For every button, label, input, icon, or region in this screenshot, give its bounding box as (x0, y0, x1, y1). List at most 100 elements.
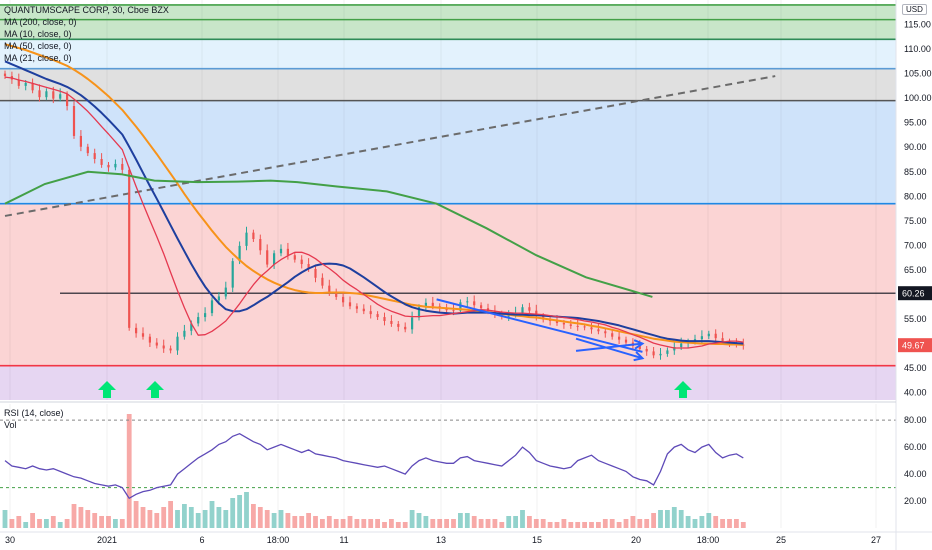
candle-body-90 (624, 339, 628, 343)
candle-body-25 (176, 336, 179, 351)
time-tick-7: 20 (631, 535, 641, 545)
buy-signal-0 (98, 381, 116, 398)
volume-bar-9 (64, 519, 70, 528)
volume-bar-64 (444, 519, 449, 528)
volume-bar-91 (630, 516, 636, 528)
volume-bar-83 (575, 522, 581, 528)
volume-bar-39 (271, 513, 277, 528)
volume-bar-51 (354, 519, 360, 528)
candle-body-7 (52, 91, 55, 99)
candle-body-97 (673, 346, 676, 351)
volume-bar-5 (37, 519, 42, 528)
candle-body-19 (135, 327, 138, 334)
candle-body-85 (590, 327, 593, 330)
candle-body-58 (404, 326, 407, 330)
candle-body-45 (314, 268, 317, 278)
price-tick-2: 105.00 (904, 69, 932, 79)
volume-bar-59 (409, 510, 415, 528)
candle-body-23 (162, 345, 165, 349)
volume-bar-31 (216, 507, 222, 528)
volume-bar-71 (492, 519, 498, 528)
volume-bar-61 (423, 516, 429, 528)
symbol-title[interactable]: QUANTUMSCAPE CORP, 30, Cboe BZX (4, 5, 169, 15)
volume-bar-11 (78, 507, 84, 528)
candle-body-96 (666, 350, 669, 354)
ma10-legend[interactable]: MA (10, close, 0) (4, 29, 72, 39)
volume-bar-2 (16, 516, 22, 528)
time-tick-1: 2021 (97, 535, 117, 545)
volume-bar-70 (485, 519, 491, 528)
volume-bar-76 (527, 516, 532, 528)
candle-body-84 (583, 326, 586, 328)
volume-bar-49 (340, 519, 346, 528)
candle-body-76 (528, 307, 531, 311)
candle-body-98 (680, 343, 683, 347)
candle-body-86 (597, 329, 600, 332)
volume-bar-84 (582, 522, 587, 528)
volume-bar-29 (202, 510, 208, 528)
horizontal-levels[interactable] (0, 4, 896, 367)
candle-body-0 (3, 73, 7, 77)
buy-signal-arrows (98, 381, 692, 398)
rsi-tick-3: 20.00 (904, 496, 927, 506)
dashed-trendline[interactable] (4, 75, 776, 217)
candle-body-48 (335, 291, 338, 297)
volume-bar-35 (244, 492, 249, 528)
ma21-legend[interactable]: MA (21, close, 0) (4, 53, 72, 63)
ma200-legend[interactable]: MA (200, close, 0) (4, 17, 77, 27)
volume-bar-63 (437, 519, 443, 528)
candle-body-9 (66, 94, 69, 107)
drawing-tools[interactable] (436, 298, 645, 362)
volume-bar-81 (561, 519, 567, 528)
volume-bar-65 (451, 519, 456, 528)
candle-body-24 (169, 348, 172, 351)
candle-body-32 (224, 287, 227, 297)
currency-button[interactable]: USD (902, 4, 927, 15)
rsi-tick-1: 60.00 (904, 442, 927, 452)
rsi-tick-0: 80.00 (904, 415, 927, 425)
candle-body-107 (742, 344, 745, 346)
volume-bar-69 (478, 519, 484, 528)
volume-bar-82 (568, 522, 574, 528)
candle-body-75 (521, 307, 524, 313)
candle-body-11 (79, 135, 82, 147)
volume-bar-42 (292, 516, 298, 528)
volume-bar-16 (113, 519, 118, 528)
volume-bar-55 (382, 522, 387, 528)
vol-legend-label[interactable]: Vol (4, 420, 17, 430)
rsi-legend-label[interactable]: RSI (14, close) (4, 408, 64, 418)
volume-bar-6 (44, 519, 49, 528)
volume-bar-1 (9, 519, 15, 528)
candle-body-59 (411, 317, 414, 330)
volume-bar-46 (320, 519, 325, 528)
ma50-legend[interactable]: MA (50, close, 0) (4, 41, 72, 51)
price-tick-8: 75.00 (904, 216, 927, 226)
candle-body-101 (700, 336, 703, 340)
price-tick-9: 70.00 (904, 240, 927, 250)
candle-body-33 (231, 261, 234, 288)
volume-bar-75 (520, 510, 525, 528)
volume-bar-100 (692, 519, 698, 528)
volume-bar-0 (2, 510, 8, 528)
candle-body-34 (238, 245, 241, 262)
volume-bar-41 (285, 513, 291, 528)
band-6 (0, 365, 896, 400)
volume-bar-104 (720, 519, 725, 528)
candle-body-41 (286, 248, 289, 256)
volume-bar-73 (506, 516, 512, 528)
candle-body-3 (24, 82, 27, 86)
volume-bar-90 (623, 519, 629, 528)
candle-body-43 (300, 259, 303, 265)
candle-body-5 (38, 90, 41, 98)
volume-bar-78 (540, 519, 546, 528)
candle-body-10 (72, 106, 76, 136)
volume-bar-30 (209, 501, 215, 528)
volume-bar-24 (168, 501, 173, 528)
candle-body-82 (569, 324, 572, 326)
band-0 (0, 4, 896, 20)
candle-body-50 (348, 302, 352, 307)
volume-bar-105 (727, 519, 732, 528)
candle-body-18 (128, 169, 131, 328)
candle-body-61 (424, 302, 427, 308)
